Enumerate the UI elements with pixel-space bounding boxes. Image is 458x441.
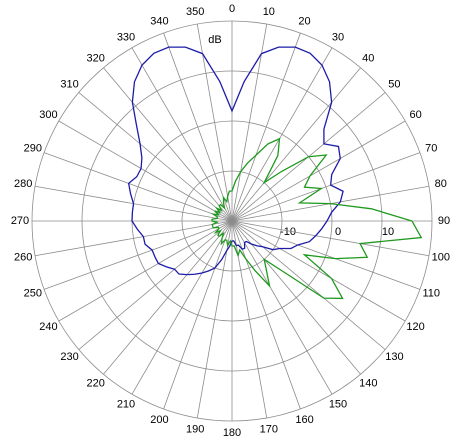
spoke	[231, 152, 421, 222]
spoke	[103, 220, 233, 375]
theta-tick-label: 330	[117, 31, 135, 43]
theta-tick-label: 120	[406, 321, 424, 333]
theta-tick-label: 70	[425, 142, 437, 154]
theta-tick-label: 150	[329, 399, 347, 411]
spoke	[231, 220, 361, 375]
theta-tick-label: 10	[263, 6, 275, 18]
theta-tick-label: 180	[223, 427, 241, 439]
spoke	[231, 220, 333, 395]
spoke	[231, 23, 268, 222]
theta-tick-label: 300	[39, 109, 57, 121]
theta-tick-label: 60	[409, 109, 421, 121]
pattern-line	[127, 46, 344, 276]
theta-tick-label: 20	[298, 16, 310, 28]
r-tick-label: 10	[382, 226, 394, 238]
theta-tick-label: 50	[388, 79, 400, 91]
r-tick-label: -10	[280, 226, 296, 238]
theta-tick-label: 40	[362, 53, 374, 65]
spoke	[196, 220, 233, 419]
theta-tick-label: 190	[186, 424, 204, 436]
spoke	[231, 32, 301, 222]
spoke	[43, 220, 233, 290]
theta-tick-label: 130	[385, 351, 403, 363]
theta-tick-label: 80	[435, 178, 447, 190]
r-axis-label: dB	[208, 34, 221, 46]
theta-tick-label: 250	[24, 287, 42, 299]
plot-area: -10 0 100 102030405060708090100110120130140…	[11, 3, 450, 439]
theta-tick-label: 210	[117, 399, 135, 411]
spoke	[231, 220, 421, 290]
spoke	[103, 67, 233, 222]
spoke	[43, 152, 233, 222]
spoke	[231, 47, 333, 222]
spoke	[196, 23, 233, 222]
spoke	[58, 220, 233, 322]
theta-tick-label: 290	[24, 142, 42, 154]
spoke	[58, 120, 233, 222]
theta-tick-label: 0	[229, 3, 235, 15]
theta-tick-label: 310	[60, 79, 78, 91]
spoke	[78, 220, 233, 350]
theta-tick-label: 110	[422, 287, 440, 299]
theta-tick-label: 260	[14, 252, 32, 264]
theta-tick-label: 230	[60, 351, 78, 363]
spoke	[163, 32, 233, 222]
theta-tick-label: 200	[150, 414, 168, 426]
theta-tick-label: 100	[432, 252, 450, 264]
theta-tick-label: 350	[186, 6, 204, 18]
theta-tick-label: 140	[359, 377, 377, 389]
pattern-line	[210, 137, 423, 300]
spoke	[78, 92, 233, 222]
theta-tick-label: 90	[438, 215, 450, 227]
theta-tick-label: 30	[332, 31, 344, 43]
theta-tick-label: 220	[87, 377, 105, 389]
theta-tick-label: 160	[295, 414, 313, 426]
spoke	[163, 220, 233, 410]
theta-tick-label: 270	[11, 215, 29, 227]
theta-tick-label: 170	[260, 424, 278, 436]
spoke	[231, 120, 406, 222]
spoke	[131, 220, 233, 395]
spoke	[231, 220, 406, 322]
theta-tick-label: 280	[14, 178, 32, 190]
spoke	[231, 220, 301, 410]
spoke	[231, 220, 430, 257]
spoke	[131, 47, 233, 222]
theta-tick-label: 340	[150, 16, 168, 28]
theta-tick-label: 240	[39, 321, 57, 333]
spoke	[231, 220, 386, 350]
theta-tick-label: 320	[87, 53, 105, 65]
spoke	[34, 220, 233, 257]
r-tick-label: 0	[335, 226, 341, 238]
spoke	[231, 67, 361, 222]
